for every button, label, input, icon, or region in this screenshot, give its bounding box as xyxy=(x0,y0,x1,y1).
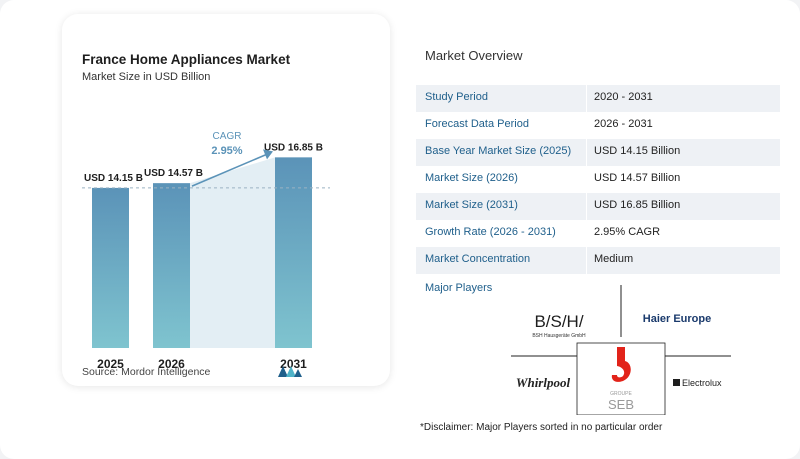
disclaimer-text: *Disclaimer: Major Players sorted in no … xyxy=(420,422,663,433)
cagr-arrow xyxy=(191,152,270,187)
overview-row-value: USD 14.57 Billion xyxy=(594,172,681,184)
growth-band xyxy=(190,157,275,348)
bsh-logo-text: B/S/H/ xyxy=(534,312,583,331)
seb-logo-subtext: GROUPE xyxy=(610,391,632,397)
overview-row-value: USD 14.15 Billion xyxy=(594,145,681,157)
bsh-logo-subtext: BSH Hausgeräte GmbH xyxy=(532,333,586,339)
seb-logo: GROUPE SEB xyxy=(608,347,634,412)
overview-row-divider xyxy=(586,85,587,112)
chart-card: France Home Appliances Market Market Siz… xyxy=(62,14,390,386)
major-players-title: Major Players xyxy=(425,282,493,294)
overview-row-value: Medium xyxy=(594,253,634,265)
electrolux-logo: Electrolux xyxy=(673,378,722,388)
bar-chart: USD 14.15 B 2025 USD 14.57 B 2026 USD 16.85 … xyxy=(82,131,330,371)
overview-row-label: Market Size (2031) xyxy=(425,199,518,211)
cagr-value: 2.95% xyxy=(211,145,242,157)
source-text: Source: Mordor Intelligence xyxy=(82,366,211,378)
overview-row-value: 2026 - 2031 xyxy=(594,118,653,130)
overview-row-divider xyxy=(586,139,587,166)
overview-row-divider xyxy=(586,220,587,247)
overview-row-label: Market Size (2026) xyxy=(425,172,518,184)
mordor-logo-icon xyxy=(278,366,302,377)
overview-row: Forecast Data Period 2026 - 2031 xyxy=(416,112,780,139)
data-label: USD 14.15 B xyxy=(84,173,143,184)
overview-row: Market Concentration Medium xyxy=(416,247,780,274)
overview-row-divider xyxy=(586,247,587,274)
overview-row-label: Market Concentration xyxy=(425,253,531,265)
overview-row-value: USD 16.85 Billion xyxy=(594,199,681,211)
overview-row-divider xyxy=(586,112,587,139)
x-tick-label: 2026 xyxy=(158,357,185,371)
seb-logo-text: SEB xyxy=(608,397,634,412)
overview-row-divider xyxy=(586,193,587,220)
cagr-label: CAGR xyxy=(213,131,242,142)
bar-2031 xyxy=(275,157,312,348)
data-label: USD 16.85 B xyxy=(264,142,323,153)
overview-table: Study Period 2020 - 2031 Forecast Data Per… xyxy=(416,85,780,274)
overview-row: Base Year Market Size (2025) USD 14.15 Bi… xyxy=(416,139,780,166)
overview-row-value: 2020 - 2031 xyxy=(594,91,653,103)
overview-row: Market Size (2031) USD 16.85 Billion xyxy=(416,193,780,220)
haier-logo: Haier Europe xyxy=(643,313,711,325)
bsh-logo: B/S/H/ BSH Hausgeräte GmbH xyxy=(532,312,586,339)
overview-row: Study Period 2020 - 2031 xyxy=(416,85,780,112)
bar-2025 xyxy=(92,187,129,348)
whirlpool-logo: Whirlpool xyxy=(516,375,571,390)
x-tick-label: 2031 xyxy=(280,357,307,371)
overview-row: Growth Rate (2026 - 2031) 2.95% CAGR xyxy=(416,220,780,247)
data-label: USD 14.57 B xyxy=(144,168,203,179)
overview-row: Market Size (2026) USD 14.57 Billion xyxy=(416,166,780,193)
chart-subtitle: Market Size in USD Billion xyxy=(82,71,211,83)
overview-row-label: Base Year Market Size (2025) xyxy=(425,145,572,157)
chart-title: France Home Appliances Market xyxy=(82,52,291,67)
overview-row-label: Study Period xyxy=(425,91,488,103)
overview-row-label: Forecast Data Period xyxy=(425,118,529,130)
electrolux-logo-text: Electrolux xyxy=(682,378,722,388)
x-tick-label: 2025 xyxy=(97,357,124,371)
overview-row-label: Growth Rate (2026 - 2031) xyxy=(425,226,556,238)
cagr-arrowhead xyxy=(263,149,273,160)
overview-row-value: 2.95% CAGR xyxy=(594,226,661,238)
major-players-logos: B/S/H/ BSH Hausgeräte GmbH Haier Europe … xyxy=(511,285,731,415)
overview-title: Market Overview xyxy=(425,48,523,63)
bar-2026 xyxy=(153,183,190,348)
overview-row-divider xyxy=(586,166,587,193)
